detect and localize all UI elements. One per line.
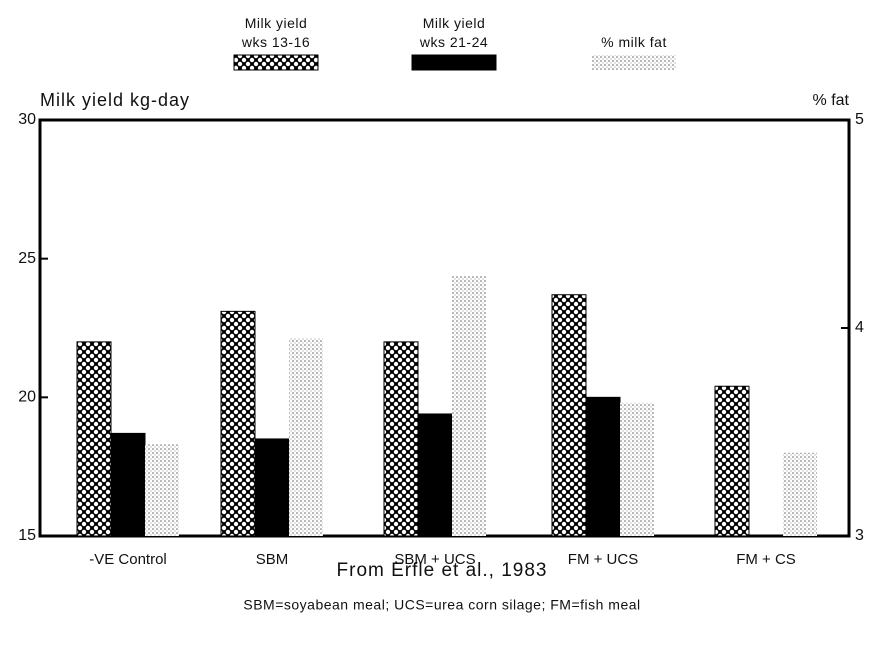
legend-swatch — [411, 54, 497, 71]
y2-tick-label: 3 — [855, 527, 864, 544]
note: SBM=soyabean meal; UCS=urea corn silage;… — [243, 597, 640, 613]
y2-axis-label: % fat — [813, 92, 850, 109]
bar — [289, 338, 323, 536]
y-axis-label: Milk yield kg-day — [40, 90, 190, 110]
bar — [383, 341, 419, 537]
x-tick-label: SBM + UCS — [394, 551, 475, 568]
legend-swatch — [592, 55, 676, 70]
y2-tick-label: 4 — [855, 319, 864, 336]
bar — [76, 341, 112, 537]
bar — [620, 402, 654, 536]
bar — [783, 452, 817, 536]
x-tick-label: FM + CS — [736, 551, 796, 568]
bar — [110, 432, 146, 537]
x-tick-label: -VE Control — [89, 551, 167, 568]
source: From Erfle et al., 1983 — [337, 560, 548, 581]
y-tick-label: 30 — [18, 111, 36, 128]
y-tick-label: 15 — [18, 527, 36, 544]
bar — [417, 413, 453, 537]
bar — [714, 385, 750, 537]
x-tick-label: FM + UCS — [568, 551, 638, 568]
bar — [145, 444, 179, 536]
legend-label: % milk fat — [601, 34, 667, 50]
legend-label: Milk yield wks 13-16 — [241, 15, 311, 50]
bar — [585, 396, 621, 537]
bar — [220, 310, 256, 537]
bar — [551, 294, 587, 537]
y-tick-label: 20 — [18, 389, 36, 406]
y-tick-label: 25 — [18, 250, 36, 267]
x-tick-label: SBM — [256, 551, 289, 568]
bar — [452, 276, 486, 536]
bar — [254, 438, 290, 537]
legend-swatch — [233, 54, 319, 71]
y2-tick-label: 5 — [855, 111, 864, 128]
legend-label: Milk yield wks 21-24 — [419, 15, 489, 50]
